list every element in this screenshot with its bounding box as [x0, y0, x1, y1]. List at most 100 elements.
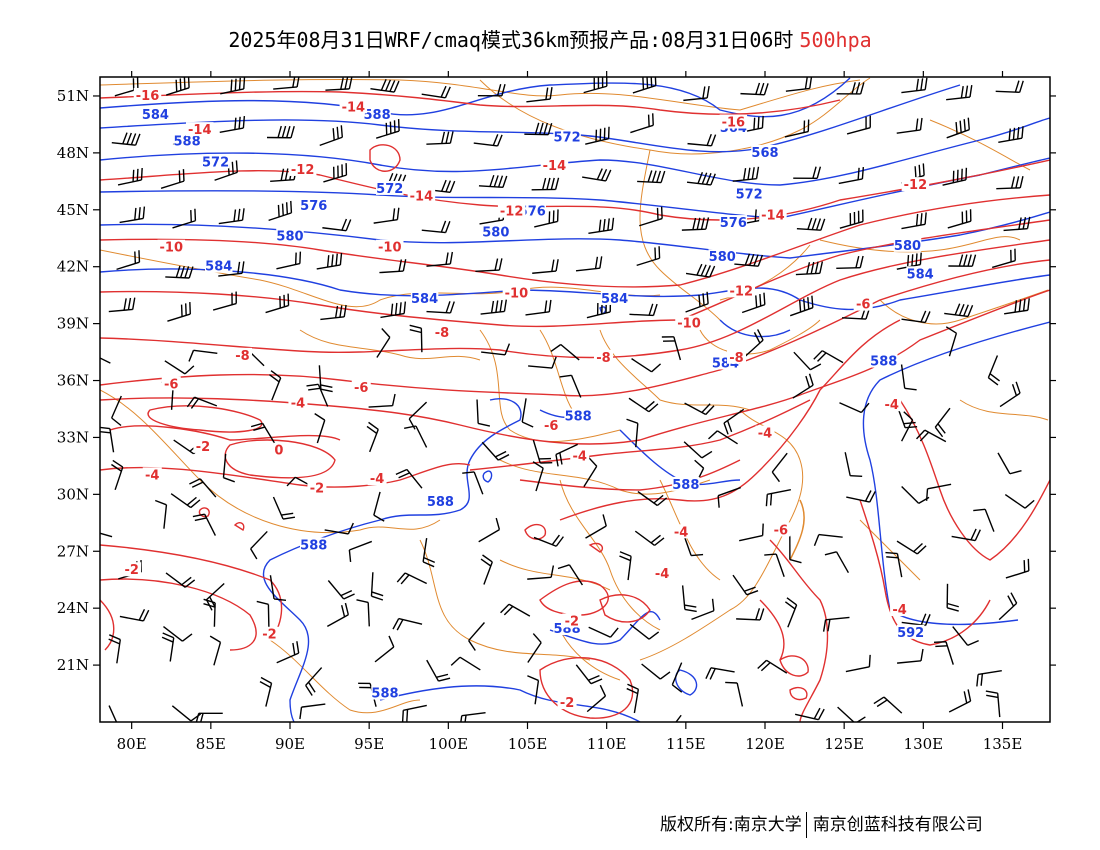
x-tick-label: 125E: [824, 735, 864, 753]
wind-barb: [683, 85, 710, 102]
wind-barb: [460, 711, 486, 722]
x-tick-label: 120E: [745, 735, 785, 753]
wind-barb: [480, 554, 493, 585]
wind-barb: [165, 77, 190, 96]
wind-barb: [401, 704, 427, 722]
title-main: 2025年08月31日WRF/cmaq模式36km预报产品:08月31日06时: [228, 28, 794, 52]
wind-barb: [896, 540, 927, 555]
wind-barb: [316, 252, 343, 270]
wind-barb: [326, 602, 350, 627]
wind-barb: [373, 491, 385, 522]
temperature-contour-labels: -16 -14 -14 -16 -12 -14 -14 -12 -12 -14 -10 -10 -10 -…: [122, 87, 930, 711]
y-tick-label: 30N: [57, 485, 89, 503]
wind-barb: [526, 87, 553, 103]
wind-barb: [845, 654, 871, 673]
wind-barb: [671, 662, 683, 693]
longitude-axis: 80E 85E 90E 95E 100E 105E 110E 115E 120E 125E 130E…: [117, 71, 1022, 753]
height-contour-label-bg: [600, 290, 629, 305]
wind-barb: [837, 706, 866, 722]
y-tick-label: 48N: [57, 144, 89, 162]
temperature-contour-label-bg: [727, 283, 755, 298]
wind-barb: [626, 418, 639, 448]
wind-barb: [583, 456, 598, 487]
wind-barb: [976, 670, 1002, 687]
temperature-contour-label: -4: [884, 398, 898, 413]
map-title: 2025年08月31日WRF/cmaq模式36km预报产品:08月31日06时 5…: [0, 24, 1100, 53]
wind-barb: [108, 634, 121, 664]
x-tick-label: 90E: [275, 735, 305, 753]
temperature-contour-label: -4: [674, 525, 688, 540]
temperature-contour-label: -4: [370, 472, 384, 487]
temperature-contour-label: 0: [274, 444, 283, 459]
temperature-contour-label-bg: [652, 566, 672, 581]
height-contour-label: 580: [709, 250, 736, 265]
temperature-contour-label: -10: [505, 286, 529, 301]
x-tick-label: 100E: [429, 735, 469, 753]
wind-barb: [356, 599, 370, 627]
wind-barb: [839, 402, 870, 414]
wind-barb: [209, 635, 222, 666]
wind-barb: [473, 134, 503, 147]
y-tick-label: 42N: [57, 258, 89, 276]
wind-barb: [641, 663, 671, 680]
wind-barb: [945, 326, 958, 357]
wind-barb: [948, 254, 977, 267]
height-contour-label-bg: [896, 624, 925, 639]
wind-barb: [1003, 216, 1031, 232]
wind-barb: [784, 119, 810, 138]
height-contour-label-bg: [276, 228, 304, 243]
wind-barb: [793, 351, 822, 371]
wind-barb: [426, 251, 454, 267]
copyright-text: 版权所有:南京大学: [660, 815, 802, 835]
temperature-contour-label-bg: [562, 613, 582, 628]
temperature-contour-label-bg: [288, 395, 308, 410]
wind-barb: [636, 246, 661, 267]
wind-barb: [426, 659, 451, 682]
temperature-contour-label-bg: [367, 471, 387, 486]
temperature-contour-label-bg: [307, 480, 327, 495]
wind-barb: [585, 126, 610, 145]
temperature-contour-label-bg: [719, 114, 748, 129]
wind-barb: [327, 580, 355, 600]
wind-barb: [164, 360, 195, 375]
wind-barb: [944, 303, 974, 318]
x-tick-label: 80E: [117, 735, 147, 753]
wind-barb: [111, 395, 122, 427]
wind-barb: [111, 132, 141, 146]
wind-barb: [794, 707, 825, 721]
wind-barb: [933, 641, 954, 665]
height-contour-label: 592: [897, 626, 924, 641]
wind-barb: [426, 131, 454, 145]
wind-barb: [626, 683, 640, 714]
temperature-contour-label: -6: [774, 523, 788, 538]
wind-barb: [534, 209, 559, 228]
wind-barb: [421, 85, 451, 99]
wind-barb: [725, 681, 744, 707]
temperature-contour-label-bg: [541, 418, 561, 433]
wind-barb: [639, 206, 663, 227]
height-contour-label-bg: [201, 154, 230, 169]
footer-divider: [805, 812, 807, 838]
wind-barb: [947, 209, 972, 229]
temperature-contour-label-bg: [432, 325, 452, 340]
wind-barb: [687, 133, 717, 147]
temperature-contour-label-bg: [122, 562, 142, 577]
wind-barb: [795, 261, 824, 276]
wind-barb: [481, 441, 510, 461]
temperature-contour-label-bg: [133, 87, 162, 102]
x-tick-label: 105E: [508, 735, 548, 753]
wind-barb: [739, 523, 764, 542]
wind-barb: [705, 667, 735, 680]
temperature-contour-label: -14: [761, 208, 785, 223]
temperature-contour-label-bg: [157, 239, 185, 254]
wind-barb: [998, 126, 1024, 144]
height-contour-label-bg: [719, 215, 748, 230]
wind-barb: [952, 626, 979, 646]
wind-barb: [900, 364, 917, 391]
wind-barb: [117, 167, 143, 186]
wind-barb: [675, 714, 682, 722]
wind-barb: [637, 490, 668, 507]
wind-barb: [256, 600, 270, 629]
wind-barb: [732, 574, 759, 596]
